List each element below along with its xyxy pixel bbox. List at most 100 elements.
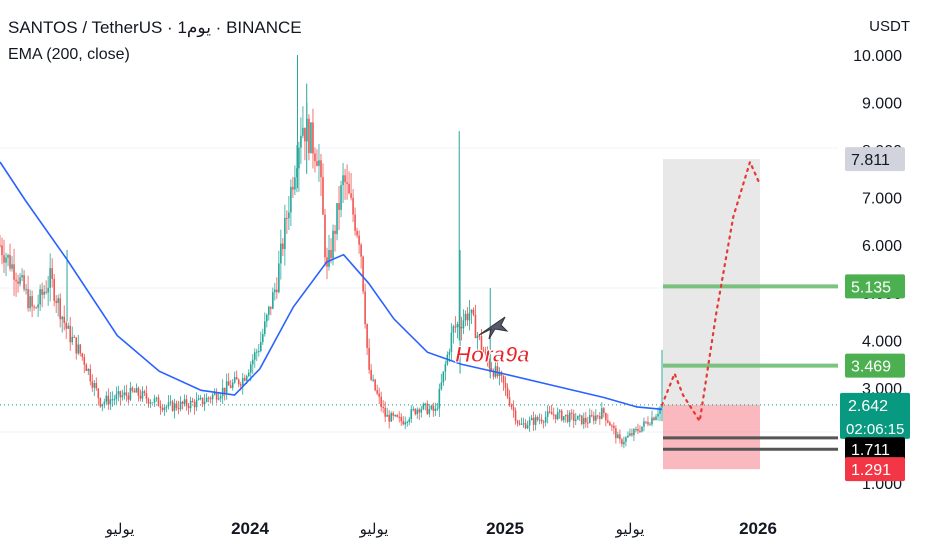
candle — [404, 422, 407, 425]
candle — [514, 410, 517, 421]
candle — [354, 214, 356, 231]
candle — [438, 389, 441, 409]
candle — [452, 326, 455, 333]
candle — [364, 291, 366, 325]
candle — [245, 376, 248, 381]
candle — [617, 434, 619, 439]
time-tick-label: يوليو — [615, 521, 645, 538]
candle — [582, 417, 585, 425]
candle — [402, 421, 405, 425]
candle — [394, 414, 397, 416]
candle — [49, 268, 51, 288]
candle — [580, 415, 583, 425]
candle — [107, 395, 110, 405]
candle — [570, 412, 573, 414]
forecast-line — [660, 158, 760, 425]
indicator-legend[interactable]: EMA (200, close) — [8, 46, 130, 63]
candle — [564, 414, 567, 417]
candle — [432, 405, 435, 411]
candle — [57, 298, 59, 303]
candle — [428, 408, 431, 414]
candle — [213, 392, 216, 395]
candle — [97, 388, 100, 399]
candle — [31, 296, 33, 307]
candle — [19, 277, 21, 284]
candle — [189, 400, 192, 409]
candle — [416, 409, 419, 415]
price-tick-label: 6.000 — [862, 238, 902, 255]
candle — [47, 287, 49, 293]
candle — [400, 416, 403, 422]
candle — [332, 230, 334, 259]
time-axis[interactable]: يوليو 2024 يوليو 2025 يوليو 2026 — [105, 519, 777, 538]
candle — [396, 414, 399, 417]
candle — [530, 417, 533, 421]
candle — [352, 197, 354, 215]
forecast-path[interactable] — [660, 158, 760, 425]
candle — [43, 291, 45, 295]
candle — [39, 289, 41, 305]
candles — [0, 55, 838, 449]
candle — [71, 336, 74, 343]
watermark-layer: Hora9a — [455, 316, 530, 368]
watermark-text: Hora9a — [455, 342, 530, 367]
candle — [290, 186, 292, 213]
candle — [456, 324, 459, 328]
candle — [645, 421, 647, 423]
candle — [588, 415, 591, 423]
candle — [603, 408, 605, 413]
candle — [13, 264, 15, 280]
candle — [607, 420, 609, 423]
candle — [651, 417, 653, 425]
candle — [440, 382, 443, 390]
candle — [167, 402, 170, 407]
candle — [95, 383, 98, 389]
support-tag — [845, 437, 905, 462]
candle — [510, 405, 513, 408]
candle — [454, 326, 457, 328]
candle — [259, 342, 262, 352]
candle — [488, 360, 491, 369]
candle — [223, 387, 226, 394]
candle — [233, 377, 236, 383]
candle — [65, 322, 68, 329]
candle — [502, 375, 505, 383]
candle — [410, 409, 413, 420]
position-tool[interactable] — [663, 159, 760, 470]
candle — [153, 398, 156, 403]
candle — [526, 425, 529, 429]
candle — [221, 387, 224, 397]
price-tags: 7.811 5.135 3.469 2.642 02:06:15 1.711 1.291 — [840, 147, 910, 482]
symbol-title[interactable]: SANTOS / TetherUS · 1يوم · BINANCE — [8, 18, 302, 38]
ema-line — [0, 161, 663, 411]
candle — [436, 408, 439, 410]
candle — [466, 313, 469, 321]
candle — [346, 182, 348, 184]
current-tag-label: 2.642 — [848, 398, 888, 415]
horizontal-levels[interactable] — [663, 284, 838, 451]
candle — [201, 397, 204, 405]
candle — [448, 351, 451, 355]
candle — [37, 304, 39, 308]
candle — [239, 384, 242, 386]
candle — [322, 177, 324, 215]
candle — [619, 434, 621, 440]
candle — [237, 379, 240, 385]
candle — [472, 309, 475, 315]
candle — [183, 399, 186, 404]
candle — [131, 387, 134, 391]
candle — [334, 230, 336, 235]
candle — [99, 398, 102, 407]
candle — [625, 437, 627, 442]
candle — [356, 230, 358, 236]
candle — [5, 257, 7, 263]
candle — [9, 255, 11, 269]
candle — [444, 364, 447, 372]
candle — [376, 390, 378, 394]
candle — [350, 193, 352, 198]
candle — [613, 425, 615, 429]
candle — [241, 378, 244, 386]
candle — [464, 313, 467, 321]
candle — [235, 377, 238, 380]
